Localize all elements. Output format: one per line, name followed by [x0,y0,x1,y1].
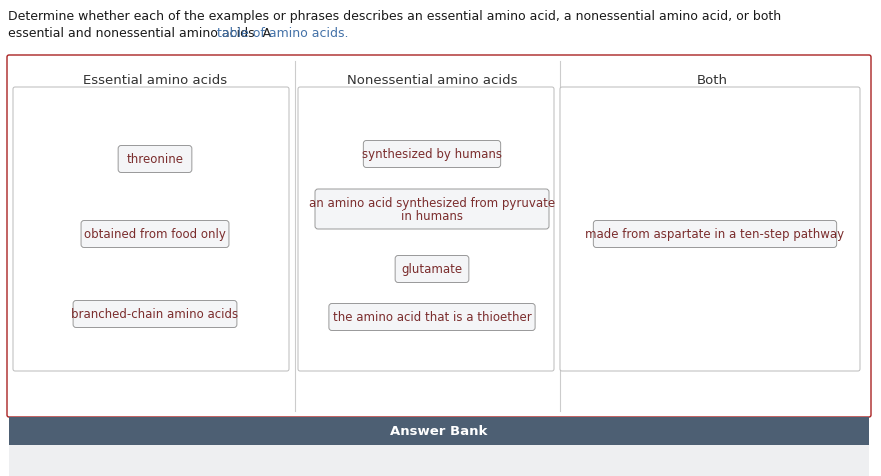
Text: Answer Bank: Answer Bank [390,425,488,437]
Text: threonine: threonine [127,153,183,166]
Text: Both: Both [697,74,728,87]
Text: the amino acid that is a thioether: the amino acid that is a thioether [333,311,531,324]
Text: made from aspartate in a ten-step pathway: made from aspartate in a ten-step pathwa… [586,228,845,241]
FancyBboxPatch shape [298,88,554,371]
FancyBboxPatch shape [315,189,549,229]
Text: an amino acid synthesized from pyruvate: an amino acid synthesized from pyruvate [309,197,555,209]
FancyBboxPatch shape [73,301,237,328]
FancyBboxPatch shape [13,88,289,371]
Bar [9,417,869,445]
FancyBboxPatch shape [81,221,229,248]
FancyBboxPatch shape [593,221,837,248]
Text: Essential amino acids: Essential amino acids [83,74,227,87]
Text: Nonessential amino acids: Nonessential amino acids [347,74,517,87]
FancyBboxPatch shape [118,146,192,173]
Text: synthesized by humans: synthesized by humans [362,148,502,161]
FancyBboxPatch shape [560,88,860,371]
FancyBboxPatch shape [396,256,469,283]
FancyBboxPatch shape [329,304,535,331]
Text: glutamate: glutamate [402,263,463,276]
FancyBboxPatch shape [7,56,871,417]
Text: branched-chain amino acids: branched-chain amino acids [71,308,239,321]
Text: Determine whether each of the examples or phrases describes an essential amino a: Determine whether each of the examples o… [8,10,781,23]
Text: in humans: in humans [401,209,463,223]
Text: essential and nonessential amino acids. A: essential and nonessential amino acids. … [8,27,275,40]
Bar [9,445,869,476]
Text: table of amino acids.: table of amino acids. [217,27,348,40]
Text: obtained from food only: obtained from food only [84,228,226,241]
FancyBboxPatch shape [363,141,500,168]
